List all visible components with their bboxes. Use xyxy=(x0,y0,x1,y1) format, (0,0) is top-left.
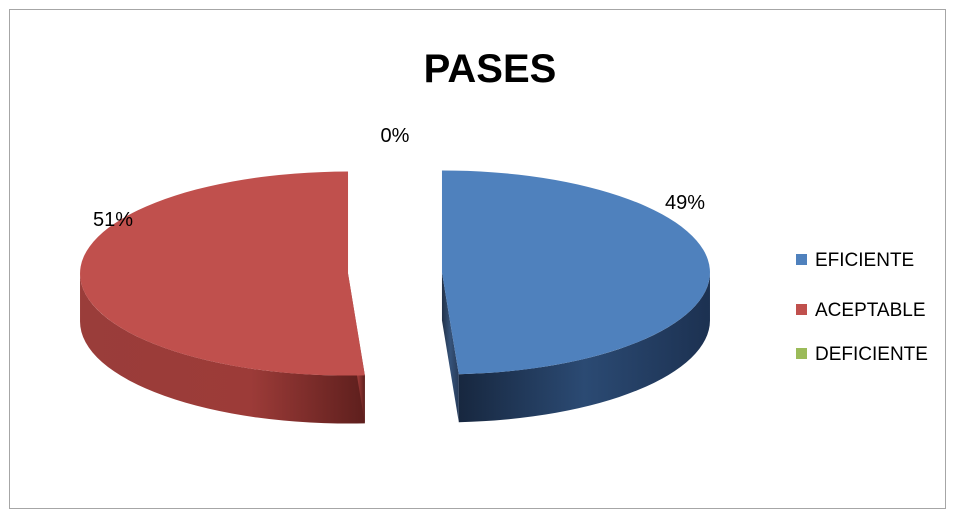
chart-title: PASES xyxy=(424,47,557,91)
pie-side-aceptable xyxy=(80,273,365,424)
legend-swatch-deficiente xyxy=(796,348,807,359)
legend-item-aceptable: ACEPTABLE xyxy=(796,300,926,321)
legend-label-eficiente: EFICIENTE xyxy=(815,250,914,271)
pie-slice-aceptable xyxy=(80,171,365,376)
pie-edge-eficiente-1 xyxy=(441,272,459,423)
pie-side-eficiente xyxy=(458,272,710,423)
legend-item-deficiente: DEFICIENTE xyxy=(796,344,928,365)
data-label-eficiente: 49% xyxy=(665,192,705,214)
pie-slice-eficiente xyxy=(441,170,710,375)
legend-label-aceptable: ACEPTABLE xyxy=(815,300,926,321)
pie-group xyxy=(80,170,710,424)
legend-swatch-aceptable xyxy=(796,304,807,315)
legend-swatch-eficiente xyxy=(796,254,807,265)
data-label-deficiente: 0% xyxy=(381,125,410,147)
legend: EFICIENTE ACEPTABLE DEFICIENTE xyxy=(796,250,928,365)
data-label-aceptable: 51% xyxy=(93,209,133,231)
legend-label-deficiente: DEFICIENTE xyxy=(815,344,928,365)
legend-item-eficiente: EFICIENTE xyxy=(796,250,914,271)
